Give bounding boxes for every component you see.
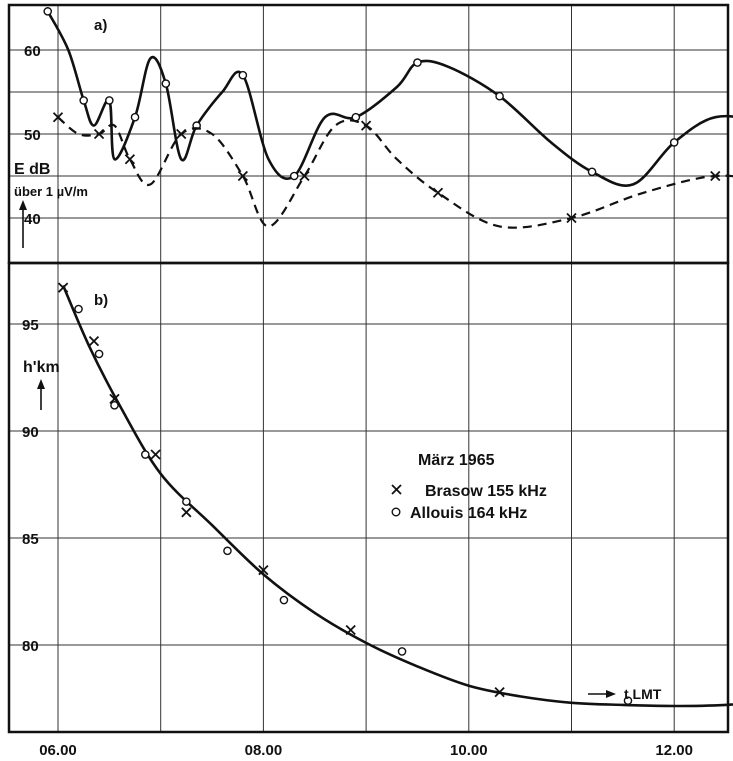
legend-cross-marker	[391, 484, 402, 495]
panel-a-circle-marker	[669, 138, 679, 147]
panel-a-cross-marker	[360, 120, 372, 131]
panel-b-allouis-point	[94, 349, 104, 359]
panel-a-cross-marker	[52, 112, 64, 123]
panel-a-ylabel-arrowhead	[19, 200, 27, 210]
panel-b-brasow-point	[258, 564, 269, 576]
legend-brasow: Brasow 155 kHz	[425, 483, 547, 500]
panel-b-allouis-point	[182, 497, 191, 506]
panel-b-allouis-point	[140, 450, 150, 459]
panel-a-circle-marker	[161, 79, 171, 88]
panel-a-cross-marker	[176, 128, 187, 140]
panel-a-circle-marker	[79, 96, 88, 105]
panel-a-ylabel-line1: E dB	[14, 161, 50, 178]
panel-b-brasow-point	[150, 449, 161, 460]
panel-b-brasow-point	[57, 282, 69, 293]
panel-a-y-tick-label: 50	[24, 127, 41, 144]
legend-circle-marker	[391, 507, 401, 517]
panel-a-cross-marker	[124, 154, 136, 165]
panel-a-cross-marker	[237, 170, 248, 182]
panel-a-dashed-curve	[57, 116, 733, 229]
panel-a-cross-marker	[299, 170, 310, 182]
panel-a-y-ticks: 40 50 60	[24, 43, 41, 228]
legend-allouis: Allouis 164 kHz	[410, 505, 527, 522]
x-tick-label: 10.00	[450, 742, 488, 759]
panel-b-fit-curve	[61, 284, 733, 708]
panel-a-circle-marker	[130, 112, 140, 122]
panel-b-y-ticks: 80 85 90 95	[22, 317, 39, 655]
panel-b-allouis-point	[110, 401, 119, 410]
panel-b-brasow-point	[88, 335, 100, 347]
panel-b-y-tick-label: 85	[22, 531, 39, 548]
panel-b-allouis-point	[623, 696, 633, 705]
panel-b-y-tick-label: 80	[22, 638, 39, 655]
panel-b-allouis-point	[397, 647, 407, 656]
panel-a-circle-marker	[43, 7, 53, 16]
x-tick-label: 12.00	[655, 742, 693, 759]
panel-b-y-tick-label: 90	[22, 424, 39, 441]
panel-a-label: a)	[94, 17, 107, 34]
x-tick-label: 06.00	[39, 742, 77, 759]
panel-a-data	[43, 7, 733, 229]
panel-b-allouis-point	[74, 304, 83, 314]
panel-a-circle-marker	[495, 91, 504, 101]
panel-b-brasow-point	[494, 686, 505, 698]
legend: März 1965 Brasow 155 kHz Allouis 164 kHz	[391, 452, 547, 522]
panel-a-circle-marker	[587, 167, 597, 177]
panel-b-ylabel: h'km	[23, 359, 60, 376]
panel-b-allouis-point	[279, 595, 289, 605]
x-tick-label: 08.00	[245, 742, 283, 759]
panel-a-grid	[9, 5, 728, 263]
x-axis-label: t LMT	[588, 686, 662, 702]
legend-title: März 1965	[418, 452, 495, 469]
panel-a-cross-marker	[93, 128, 105, 140]
panel-a-circle-marker	[238, 70, 248, 80]
panel-a-solid-curve	[46, 10, 733, 187]
panel-b-ylabel-arrowhead	[37, 379, 45, 389]
panel-b-allouis-point	[223, 546, 232, 556]
x-axis-label-text: t LMT	[624, 686, 662, 702]
panel-b-y-tick-label: 95	[22, 317, 39, 334]
panel-a-circle-marker	[289, 171, 299, 181]
panel-a-ylabel-line2: über 1 µV/m	[14, 184, 88, 199]
panel-a-cross-marker	[432, 187, 444, 198]
panel-b-grid	[9, 263, 728, 732]
panel-a-cross-marker	[710, 170, 721, 182]
panel-b-brasow-point	[181, 507, 192, 518]
panel-a-y-tick-label: 40	[24, 211, 41, 228]
panel-a-circle-marker	[413, 58, 422, 67]
panel-b-label: b)	[94, 292, 108, 309]
panel-b-frame	[7, 261, 730, 734]
panel-b-brasow-point	[345, 624, 356, 636]
panel-a-circle-marker	[105, 96, 114, 105]
panel-b-brasow-point	[109, 393, 120, 405]
panel-b-data	[57, 282, 733, 708]
panel-a-y-tick-label: 60	[24, 43, 41, 60]
panel-a-cross-marker	[566, 212, 577, 224]
